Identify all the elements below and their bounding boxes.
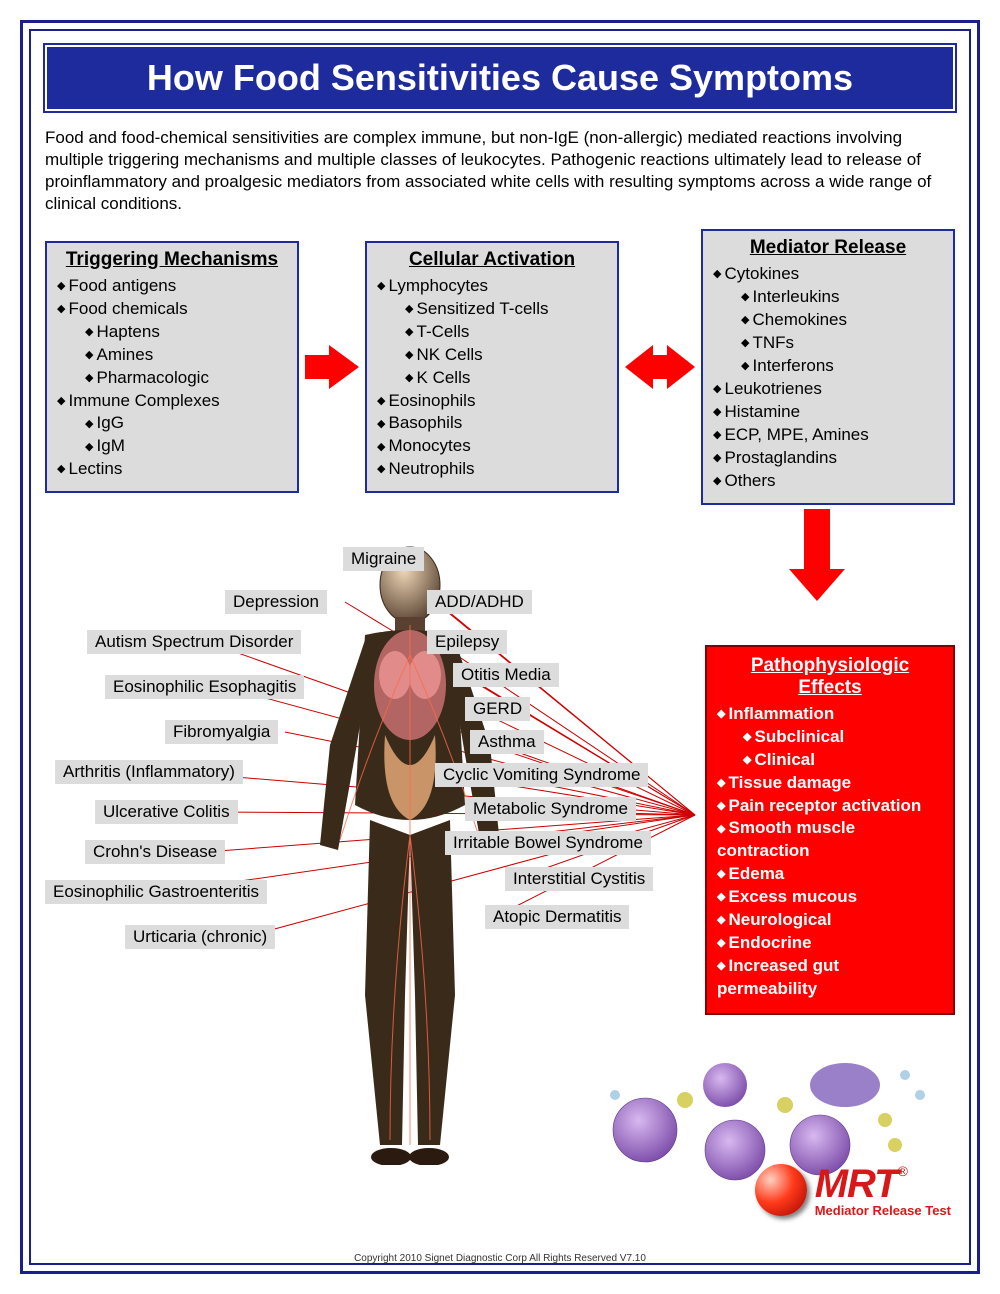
list-item: Increased gut permeability [717, 955, 943, 1001]
list-item: Lymphocytes [377, 275, 607, 298]
symptom-label: Epilepsy [427, 630, 507, 654]
box-title: Mediator Release [713, 237, 943, 259]
list-item: Lectins [57, 458, 287, 481]
symptom-label: Fibromyalgia [165, 720, 278, 744]
list-item: Monocytes [377, 435, 607, 458]
list-item: Amines [57, 344, 287, 367]
symptom-label: Cyclic Vomiting Syndrome [435, 763, 648, 787]
outer-border: How Food Sensitivities Cause Symptoms Fo… [20, 20, 980, 1274]
symptom-label: Interstitial Cystitis [505, 867, 653, 891]
arrow-down [789, 509, 845, 601]
list-item: Neurological [717, 909, 943, 932]
list-item: Pain receptor activation [717, 795, 943, 818]
list-item: Neutrophils [377, 458, 607, 481]
logo-text: MRT® Mediator Release Test [815, 1164, 951, 1217]
symptom-label: Crohn's Disease [85, 840, 225, 864]
list-item: T-Cells [377, 321, 607, 344]
list-item: Cytokines [713, 263, 943, 286]
triggering-list: Food antigensFood chemicalsHaptensAmines… [57, 275, 287, 481]
logo-sub: Mediator Release Test [815, 1204, 951, 1217]
list-item: Pharmacologic [57, 367, 287, 390]
symptom-label: Eosinophilic Esophagitis [105, 675, 304, 699]
intro-text: Food and food-chemical sensitivities are… [45, 127, 955, 215]
page: How Food Sensitivities Cause Symptoms Fo… [0, 0, 1000, 1294]
arrow-right-1 [305, 345, 359, 389]
list-item: IgG [57, 412, 287, 435]
list-item: Others [713, 470, 943, 493]
mrt-logo: MRT® Mediator Release Test [755, 1164, 951, 1217]
symptom-label: Otitis Media [453, 663, 559, 687]
triggering-box: Triggering Mechanisms Food antigensFood … [45, 241, 299, 493]
symptom-label: Depression [225, 590, 327, 614]
symptom-label: Ulcerative Colitis [95, 800, 238, 824]
symptom-label: Autism Spectrum Disorder [87, 630, 301, 654]
list-item: Food chemicals [57, 298, 287, 321]
list-item: ECP, MPE, Amines [713, 424, 943, 447]
list-item: Food antigens [57, 275, 287, 298]
symptom-label: Metabolic Syndrome [465, 797, 636, 821]
arrow-bidir [625, 345, 695, 389]
mediator-box: Mediator Release CytokinesInterleukinsCh… [701, 229, 955, 504]
list-item: Edema [717, 863, 943, 886]
list-item: Haptens [57, 321, 287, 344]
list-item: NK Cells [377, 344, 607, 367]
symptom-label: Eosinophilic Gastroenteritis [45, 880, 267, 904]
title-banner: How Food Sensitivities Cause Symptoms [45, 45, 955, 111]
symptom-label: Atopic Dermatitis [485, 905, 629, 929]
list-item: IgM [57, 435, 287, 458]
list-item: Eosinophils [377, 390, 607, 413]
list-item: Inflammation [717, 703, 943, 726]
box-title: Triggering Mechanisms [57, 249, 287, 271]
copyright: Copyright 2010 Signet Diagnostic Corp Al… [354, 1253, 646, 1264]
list-item: Prostaglandins [713, 447, 943, 470]
list-item: Histamine [713, 401, 943, 424]
list-item: Sensitized T-cells [377, 298, 607, 321]
symptom-label: Irritable Bowel Syndrome [445, 831, 651, 855]
logo-ball-icon [755, 1164, 807, 1216]
list-item: Chemokines [713, 309, 943, 332]
activation-list: LymphocytesSensitized T-cellsT-CellsNK C… [377, 275, 607, 481]
activation-box: Cellular Activation LymphocytesSensitize… [365, 241, 619, 493]
list-item: Interleukins [713, 286, 943, 309]
symptom-label: Arthritis (Inflammatory) [55, 760, 243, 784]
list-item: Immune Complexes [57, 390, 287, 413]
symptom-label: Urticaria (chronic) [125, 925, 275, 949]
mediator-list: CytokinesInterleukinsChemokinesTNFsInter… [713, 263, 943, 492]
list-item: Interferons [713, 355, 943, 378]
list-item: Leukotrienes [713, 378, 943, 401]
logo-main: MRT [815, 1162, 898, 1206]
inner-border: How Food Sensitivities Cause Symptoms Fo… [29, 29, 971, 1265]
list-item: Endocrine [717, 932, 943, 955]
symptom-label: Migraine [343, 547, 424, 571]
list-item: Smooth muscle contraction [717, 817, 943, 863]
effects-list: InflammationSubclinicalClinicalTissue da… [717, 703, 943, 1001]
list-item: Subclinical [717, 726, 943, 749]
list-item: TNFs [713, 332, 943, 355]
logo-registered: ® [898, 1163, 908, 1179]
list-item: Tissue damage [717, 772, 943, 795]
flow-row: Triggering Mechanisms Food antigensFood … [45, 229, 955, 504]
list-item: Basophils [377, 412, 607, 435]
effects-box: Pathophysiologic Effects InflammationSub… [705, 645, 955, 1015]
list-item: Excess mucous [717, 886, 943, 909]
list-item: K Cells [377, 367, 607, 390]
effects-title: Pathophysiologic Effects [717, 655, 943, 699]
symptom-label: GERD [465, 697, 530, 721]
list-item: Clinical [717, 749, 943, 772]
symptom-label: Asthma [470, 730, 544, 754]
box-title: Cellular Activation [377, 249, 607, 271]
symptom-label: ADD/ADHD [427, 590, 532, 614]
body-section: Depression Autism Spectrum Disorder Eosino… [45, 515, 955, 1215]
